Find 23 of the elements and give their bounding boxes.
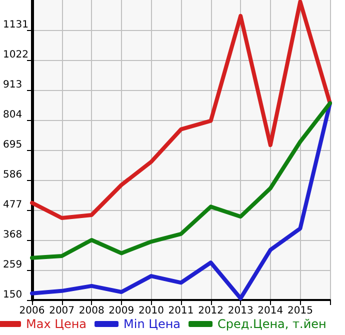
x-tick-label: 2008 xyxy=(78,306,104,316)
x-tick-label: 2013 xyxy=(228,306,254,316)
x-tick-label: 2011 xyxy=(168,306,194,316)
y-tick-label: 150 xyxy=(3,290,22,300)
x-tick-label: 2009 xyxy=(108,306,134,316)
y-tick-label: 259 xyxy=(3,260,22,270)
y-tick-label: 477 xyxy=(3,200,22,210)
legend-label: Max Цена xyxy=(26,317,87,331)
x-tick-label: 2012 xyxy=(198,306,224,316)
y-tick-label: 1131 xyxy=(3,20,28,30)
y-tick-label: 586 xyxy=(3,170,22,180)
x-tick-label: 2015 xyxy=(287,306,313,316)
legend-label: Min Цена xyxy=(124,317,181,331)
y-tick-label: 1022 xyxy=(3,50,28,60)
x-tick-label: 2006 xyxy=(19,306,45,316)
y-tick-label: 695 xyxy=(3,140,22,150)
x-tick-label: 2007 xyxy=(49,306,75,316)
legend-label: Сред.Цена, т.йен xyxy=(218,317,326,331)
y-tick-label: 804 xyxy=(3,110,22,120)
x-tick-label: 2010 xyxy=(138,306,164,316)
y-tick-label: 368 xyxy=(3,230,22,240)
y-tick-label: 913 xyxy=(3,80,22,90)
x-tick-label: 2014 xyxy=(258,306,284,316)
